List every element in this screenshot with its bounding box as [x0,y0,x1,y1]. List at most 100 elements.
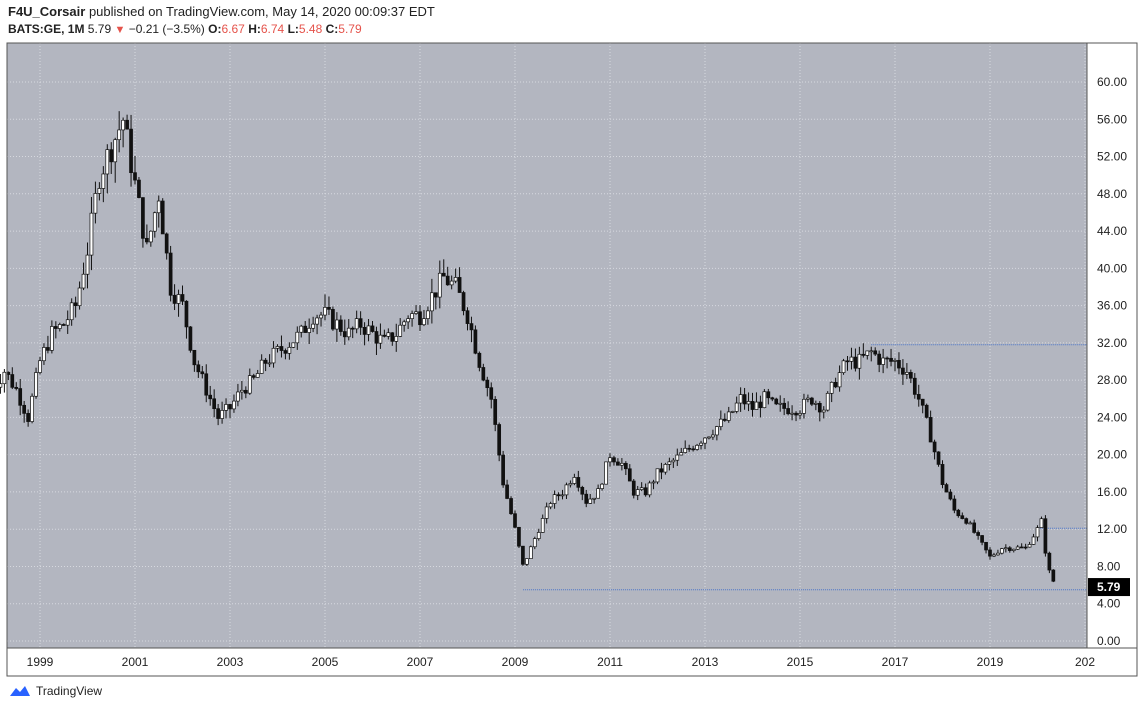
candle-body [655,468,660,483]
candle-body [1000,548,1004,554]
candle-body [358,318,363,328]
grid-lines [7,43,1087,648]
high-value: 6.74 [260,22,285,36]
candle-body [164,233,169,254]
candle-body [200,371,205,375]
candle-body [243,389,248,394]
candle-body [57,324,62,329]
published-text: published on TradingView.com, May 14, 20… [88,4,435,19]
plot-area[interactable] [7,43,1087,648]
candle-body [948,491,953,500]
price-tick-label: 32.00 [1097,336,1127,350]
price-tick-label: 56.00 [1097,112,1127,126]
candle-body [699,442,703,446]
candle-body [1023,546,1028,549]
candle-body [168,252,173,296]
candle-body [806,397,810,400]
price-axis[interactable]: 60.00 56.00 52.00 48.00 44.00 40.00 36.00 32.00… [1097,75,1127,648]
candle-body [813,402,818,405]
candle-body [477,352,482,368]
candle-body [133,172,137,181]
candle-body [659,468,664,473]
candle-body [683,447,688,453]
candle-body [802,398,806,414]
candle-body [42,347,46,362]
high-label: H: [248,22,261,36]
price-tick-label: 24.00 [1097,410,1127,424]
candle-body [77,287,82,307]
candle-body [422,318,426,326]
candle-body [465,310,470,324]
candle-body [750,401,755,410]
candle-body [616,461,620,466]
candle-body [101,173,106,189]
candle-body [287,346,292,354]
candle-body [600,483,604,489]
candle-body [627,468,632,482]
candle-body [1047,552,1052,571]
candle-body [770,397,775,400]
last-price-value: 5.79 [1097,580,1121,594]
last-price-box [1088,578,1130,597]
author-name[interactable]: F4U_Corsair [8,4,86,19]
candle-body [145,237,149,243]
candle-body [560,494,565,497]
candle-body [790,412,794,415]
candle-body [307,327,312,333]
candle-body [552,494,557,504]
candle-body [536,532,541,539]
candle-body [46,347,50,351]
candle-body [857,353,862,369]
candle-body [73,302,78,307]
time-tick-label: 202 [1075,655,1095,669]
candle-body [259,359,264,374]
candle-body [461,292,466,312]
candle-body [441,272,446,277]
candle-body [829,381,834,394]
candle-body [984,541,988,551]
candle-body [992,554,996,557]
candle-body [730,411,735,413]
time-axis[interactable]: 1999 2001 2003 2005 2007 2009 2011 2013 2015 2017… [27,655,1096,669]
open-label: O: [208,22,222,36]
candle-body [845,360,850,363]
time-tick-label: 2011 [597,655,623,669]
candle-body [675,454,680,461]
candle-body [366,325,371,335]
candle-body [113,139,118,163]
candle-body [643,487,648,496]
candle-body [893,360,897,362]
candle-body [517,526,521,547]
candle-body [707,436,711,439]
candle-body [576,477,581,488]
candle-body [469,323,474,331]
candle-body [841,360,846,374]
tradingview-logo[interactable]: TradingView [8,684,102,698]
candle-body [160,200,165,235]
candle-body [26,413,30,422]
close-label: C: [325,22,339,36]
candle-body [647,482,652,496]
candle-body [0,383,3,388]
price-tick-label: 40.00 [1097,261,1127,275]
candle-body [833,381,838,388]
candle-body [905,372,909,375]
price-tick-label: 12.00 [1097,522,1127,536]
candle-body [196,364,201,373]
candle-body [220,410,224,419]
candle-body [711,434,715,438]
candle-body [556,494,561,497]
candle-body [315,317,319,325]
candle-body [762,391,767,409]
candle-body [817,402,822,413]
candle-body [121,119,125,131]
price-tick-label: 8.00 [1097,559,1121,573]
candle-body [639,487,644,490]
candle-body [596,488,600,499]
candle-body [152,212,157,232]
time-tick-label: 2015 [787,655,814,669]
candle-body [283,350,288,354]
price-tick-label: 44.00 [1097,224,1127,238]
candle-body [204,373,209,396]
